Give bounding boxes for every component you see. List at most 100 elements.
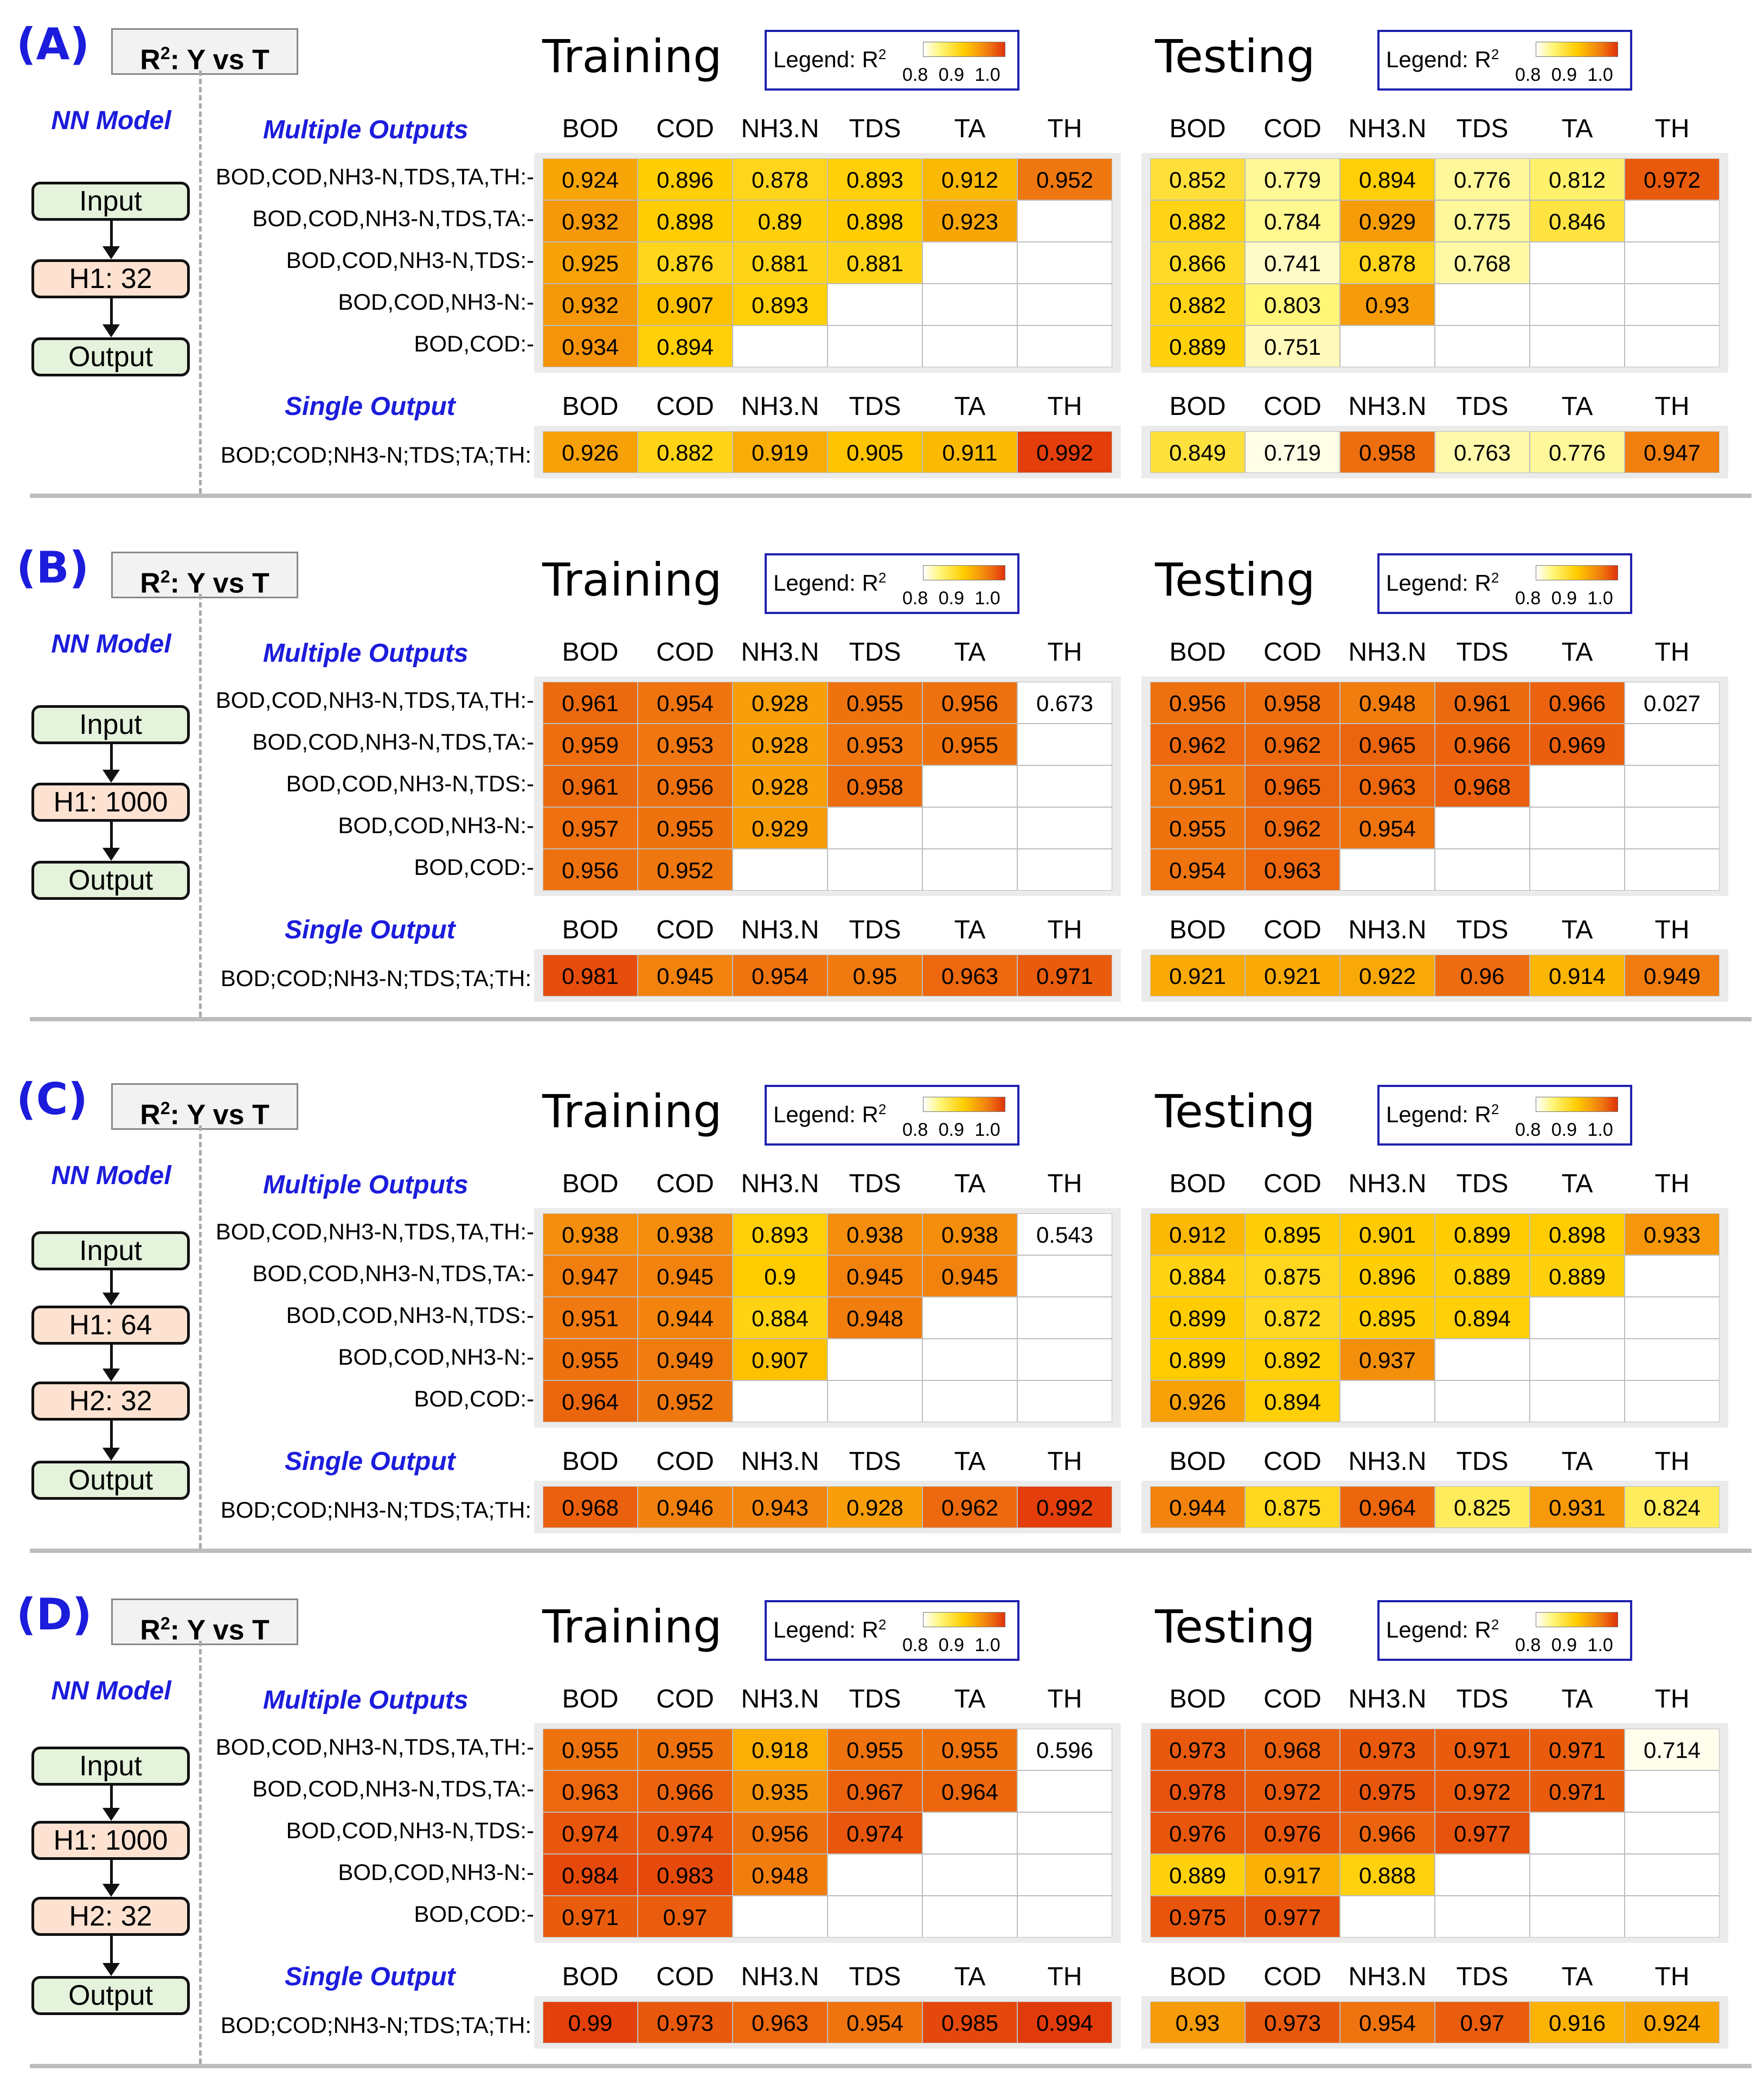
- panel-c-testing-multiple-cell-bod: 0.899: [1150, 1339, 1245, 1380]
- legend-ticks: 0.8 0.9 1.0: [1515, 1635, 1613, 1655]
- panel-b-training-multiple-row-2: 0.959 0.953 0.928 0.953 0.955: [543, 724, 1112, 765]
- panel-b-training-multiple-col-bod: BOD: [562, 638, 619, 667]
- panel-a-testing-multiple-cell-ta: [1530, 284, 1625, 325]
- panel-d-testing-multiple-col-nh3.n: NH3.N: [1348, 1685, 1427, 1713]
- panel-b-training-single-col-nh3.n: NH3.N: [741, 916, 819, 944]
- panel-b-training-multiple-cell-th: 0.673: [1017, 682, 1112, 724]
- legend-label: Legend: R2: [1386, 46, 1499, 72]
- panel-a-training-multiple-col-nh3.n: NH3.N: [741, 114, 819, 143]
- panel-c-row-label-4: BOD,COD,NH3-N:-: [338, 1344, 534, 1370]
- panel-c-testing-multiple-cell-ta: 0.889: [1530, 1255, 1625, 1297]
- panel-b-training-multiple-grid: 0.961 0.954 0.928 0.955 0.956 0.673 0.959 0.953…: [534, 676, 1121, 896]
- panel-b-testing-multiple-cell-th: [1625, 807, 1720, 849]
- panel-d-testing-multiple-col-th: TH: [1654, 1685, 1690, 1713]
- panel-c-training-multiple-row-4: 0.955 0.949 0.907: [543, 1339, 1112, 1380]
- panel-a-training-multiple-cell-bod: 0.934: [543, 325, 638, 367]
- panel-c-training-single-col-th: TH: [1047, 1447, 1082, 1476]
- panel-c-training-multiple-grid: 0.938 0.938 0.893 0.938 0.938 0.543 0.947 0.945…: [534, 1208, 1121, 1428]
- panel-a-row-label-1: BOD,COD,NH3-N,TDS,TA,TH:-: [215, 164, 534, 189]
- r-squared-label: R: [140, 44, 161, 76]
- panel-d-training-multiple-cell-cod: 0.955: [638, 1729, 733, 1770]
- panel-b-testing-multiple-cell-nh3.n: 0.965: [1340, 724, 1435, 765]
- panel-a-testing-multiple-row-4: 0.882 0.803 0.93: [1150, 284, 1720, 325]
- panel-b-label: (B): [16, 542, 89, 593]
- panel-a-testing-multiple-cell-nh3.n: 0.878: [1340, 242, 1435, 284]
- panel-c-training-single-cell-tds: 0.928: [828, 1486, 922, 1528]
- panel-a-testing-multiple-col-ta: TA: [1561, 114, 1593, 143]
- panel-c-training-multiple-cell-cod: 0.945: [638, 1255, 733, 1297]
- panel-c-training-multiple-cell-ta: [922, 1297, 1017, 1339]
- panel-c-testing-multiple-cell-cod: 0.875: [1245, 1255, 1340, 1297]
- panel-a-testing-single-cell-th: 0.947: [1625, 431, 1720, 473]
- panel-a-testing-single-cell-bod: 0.849: [1150, 431, 1245, 473]
- panel-b-arrow-1: [102, 744, 120, 783]
- panel-b-arrow-2: [102, 822, 120, 861]
- panel-b-testing-multiple-col-nh3.n: NH3.N: [1348, 638, 1427, 667]
- panel-c-testing-single-col-bod: BOD: [1169, 1447, 1226, 1476]
- panel-b-training-legend: Legend: R2 0.8 0.9 1.0: [765, 553, 1019, 614]
- panel-b-training-multiple-row-1: 0.961 0.954 0.928 0.955 0.956 0.673: [543, 682, 1112, 724]
- panel-c-training-multiple-cell-th: [1017, 1255, 1112, 1297]
- panel-a-testing-multiple-cell-nh3.n: [1340, 325, 1435, 367]
- panel-c-testing-multiple-cell-ta: [1530, 1380, 1625, 1422]
- panel-a-training-multiple-cell-cod: 0.907: [638, 284, 733, 325]
- panel-c-testing-title: Testing: [1155, 1085, 1316, 1138]
- panel-c-testing-multiple-grid: 0.912 0.895 0.901 0.899 0.898 0.933 0.884 0.875…: [1141, 1208, 1728, 1428]
- panel-a-training-multiple-cell-tds: [828, 325, 922, 367]
- panel-d: (D) R2: Y vs T NN Model Input H1: 1000 H2: 32…: [0, 1570, 1764, 2091]
- panel-d-testing-single-row-1: 0.93 0.973 0.954 0.97 0.916 0.924: [1150, 2002, 1720, 2043]
- legend-ticks: 0.8 0.9 1.0: [902, 1120, 1000, 1140]
- panel-c-testing-multiple-cell-nh3.n: 0.901: [1340, 1213, 1435, 1255]
- panel-c-testing-multiple-cell-nh3.n: [1340, 1380, 1435, 1422]
- panel-c-node-input: Input: [31, 1231, 190, 1270]
- panel-d-testing-single-col-th: TH: [1654, 1962, 1690, 1991]
- panel-b-training-multiple-col-ta: TA: [954, 638, 986, 667]
- panel-d-testing-multiple-cell-th: 0.714: [1625, 1729, 1720, 1770]
- panel-b-single-row-label: BOD;COD;NH3-N;TDS;TA;TH:: [220, 965, 531, 991]
- panel-b-training-single-cell-tds: 0.95: [828, 955, 922, 996]
- panel-d-testing-multiple-cell-ta: [1530, 1854, 1625, 1896]
- panel-d-training-multiple-cell-nh3.n: 0.956: [733, 1812, 828, 1854]
- panel-b-testing-multiple-cell-cod: 0.962: [1245, 724, 1340, 765]
- panel-b-testing-multiple-cell-ta: 0.966: [1530, 682, 1625, 724]
- panel-b-training-multiple-cell-tds: 0.958: [828, 765, 922, 807]
- panel-a-training-multiple-cell-tds: 0.881: [828, 242, 922, 284]
- panel-c-testing-single-col-tds: TDS: [1456, 1447, 1509, 1476]
- panel-d-training-multiple-col-tds: TDS: [849, 1685, 901, 1713]
- panel-b-training-multiple-cell-bod: 0.961: [543, 765, 638, 807]
- panel-d-testing-multiple-row-5: 0.975 0.977: [1150, 1896, 1720, 1937]
- panel-c-row-label-3: BOD,COD,NH3-N,TDS:-: [286, 1302, 534, 1328]
- panel-a-testing-single-cell-ta: 0.776: [1530, 431, 1625, 473]
- panel-b-testing-multiple-cell-tds: [1435, 849, 1530, 891]
- panel-d-title-box: R2: Y vs T: [111, 1598, 298, 1646]
- panel-c-training-multiple-cell-th: 0.543: [1017, 1213, 1112, 1255]
- legend-label: Legend: R2: [1386, 1101, 1499, 1127]
- panel-a-training-single-col-nh3.n: NH3.N: [741, 392, 819, 421]
- panel-b-testing-multiple-row-3: 0.951 0.965 0.963 0.968: [1150, 765, 1720, 807]
- panel-b-testing-multiple-cell-cod: 0.965: [1245, 765, 1340, 807]
- panel-d-node-h1-1000: H1: 1000: [31, 1821, 190, 1860]
- panel-c-training-multiple-cell-ta: 0.945: [922, 1255, 1017, 1297]
- panel-b-testing-multiple-cell-tds: 0.966: [1435, 724, 1530, 765]
- panel-a-testing-single-col-cod: COD: [1263, 392, 1322, 421]
- panel-c-testing-multiple-row-4: 0.899 0.892 0.937: [1150, 1339, 1720, 1380]
- panel-b-training-multiple-cell-th: [1017, 807, 1112, 849]
- panel-b-training-multiple-row-4: 0.957 0.955 0.929: [543, 807, 1112, 849]
- panel-a-testing-multiple-col-bod: BOD: [1169, 114, 1226, 143]
- panel-d-training-legend: Legend: R2 0.8 0.9 1.0: [765, 1600, 1019, 1661]
- panel-d-nn-model-label: NN Model: [51, 1677, 171, 1705]
- panel-b-training-multiple-cell-nh3.n: 0.928: [733, 724, 828, 765]
- panel-b-training-multiple-cell-tds: [828, 807, 922, 849]
- panel-b-testing-single-col-nh3.n: NH3.N: [1348, 916, 1427, 944]
- panel-b-testing-single-grid: 0.921 0.921 0.922 0.96 0.914 0.949: [1141, 949, 1728, 1002]
- panel-a-testing-multiple-cell-th: [1625, 284, 1720, 325]
- panel-c-training-multiple-cell-nh3.n: [733, 1380, 828, 1422]
- panel-d-testing-multiple-cell-ta: [1530, 1896, 1625, 1937]
- panel-c-training-multiple-row-1: 0.938 0.938 0.893 0.938 0.938 0.543: [543, 1213, 1112, 1255]
- panel-d-testing-multiple-cell-cod: 0.917: [1245, 1854, 1340, 1896]
- panel-a-testing-multiple-cell-nh3.n: 0.93: [1340, 284, 1435, 325]
- panel-c-training-multiple-cell-bod: 0.938: [543, 1213, 638, 1255]
- panel-a-multiple-outputs-label: Multiple Outputs: [263, 116, 469, 144]
- panel-c-training-multiple-cell-cod: 0.952: [638, 1380, 733, 1422]
- panel-c-testing-multiple-cell-tds: 0.894: [1435, 1297, 1530, 1339]
